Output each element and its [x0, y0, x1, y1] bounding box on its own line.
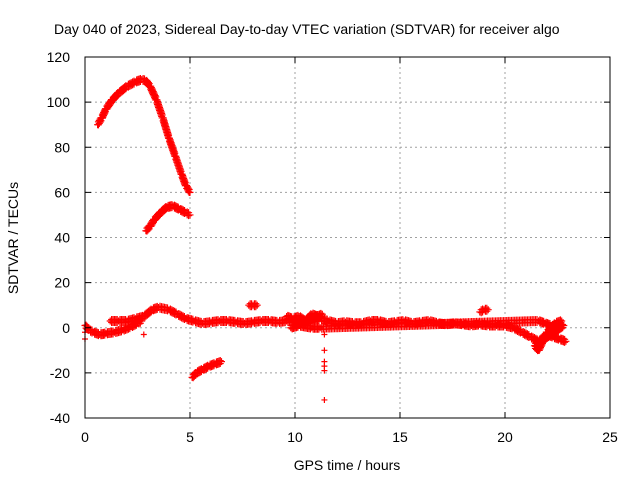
y-tick-label: 120: [47, 49, 71, 65]
data-point-marker: [561, 338, 569, 346]
y-tick-label: 0: [62, 320, 70, 336]
data-point-marker: [96, 118, 104, 126]
data-point-marker: [185, 212, 193, 220]
data-point-marker: [483, 307, 491, 315]
data-point-marker: [149, 220, 157, 228]
x-tick-label: 20: [497, 429, 513, 445]
data-point-marker: [558, 317, 566, 325]
y-tick-label: 20: [54, 275, 70, 291]
x-tick-label: 5: [186, 429, 194, 445]
data-point-marker: [321, 396, 328, 403]
data-point-marker: [186, 188, 194, 196]
data-point-marker: [186, 211, 194, 219]
x-tick-labels: 0 5 10 15 20 25: [81, 429, 618, 445]
data-point-marker: [140, 331, 147, 338]
grid-lines: [85, 57, 610, 418]
x-tick-label: 10: [287, 429, 303, 445]
x-tick-label: 25: [602, 429, 618, 445]
data-point-marker: [321, 347, 328, 354]
data-point-marker: [542, 333, 550, 341]
y-tick-label: -20: [50, 365, 70, 381]
data-point-marker: [321, 331, 328, 338]
data-points: [81, 74, 570, 403]
data-point-marker: [155, 212, 162, 220]
data-point-marker: [107, 100, 114, 108]
x-tick-label: 15: [392, 429, 408, 445]
y-axis-label: SDTVAR / TECUs: [5, 182, 21, 294]
data-point-marker: [113, 93, 120, 101]
data-point-marker: [184, 187, 192, 195]
data-point-marker: [218, 358, 225, 366]
y-tick-label: 60: [54, 184, 70, 200]
x-axis-label: GPS time / hours: [294, 457, 401, 473]
data-point-marker: [144, 226, 152, 234]
y-tick-labels: -40 -20 0 20 40 60 80 100 120: [47, 49, 71, 426]
data-point-marker: [321, 367, 328, 374]
data-point-marker: [253, 301, 261, 309]
y-tick-label: 80: [54, 139, 70, 155]
data-point-marker: [484, 306, 492, 314]
y-tick-label: 40: [54, 230, 70, 246]
y-tick-label: -40: [50, 410, 70, 426]
data-point-marker: [316, 324, 324, 332]
data-point-marker: [562, 337, 570, 345]
x-tick-label: 0: [81, 429, 89, 445]
y-tick-label: 100: [47, 94, 71, 110]
axis-ticks: [84, 56, 611, 419]
data-point-marker: [252, 303, 260, 311]
chart-title: Day 040 of 2023, Sidereal Day-to-day VTE…: [54, 21, 560, 37]
